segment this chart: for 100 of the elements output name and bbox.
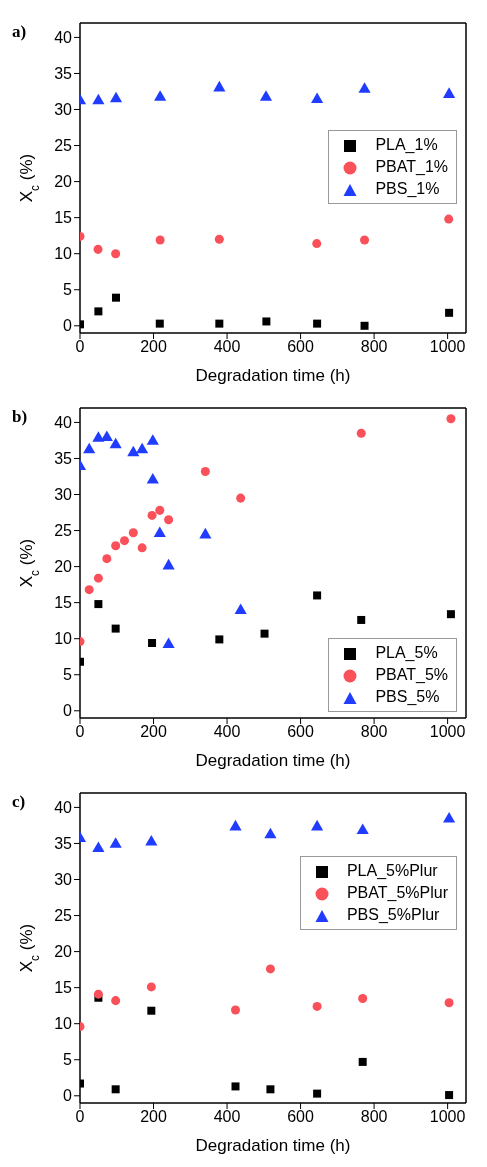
y-tick-label: 40 bbox=[54, 799, 73, 817]
point bbox=[262, 317, 271, 326]
legend-label: PLA_5% bbox=[375, 644, 438, 661]
point bbox=[109, 91, 123, 103]
y-tick-label: 5 bbox=[63, 666, 73, 684]
x-tick-label: 0 bbox=[75, 723, 85, 741]
x-tick-label: 600 bbox=[287, 1108, 315, 1126]
point bbox=[200, 466, 210, 476]
point bbox=[153, 526, 166, 537]
x-tick-label: 1000 bbox=[429, 338, 466, 356]
point bbox=[83, 442, 96, 454]
point bbox=[147, 1006, 156, 1015]
y-tick-label: 25 bbox=[54, 522, 73, 540]
y-tick-label: 5 bbox=[63, 281, 73, 299]
point bbox=[146, 434, 159, 445]
point bbox=[111, 1085, 120, 1094]
point bbox=[230, 1005, 241, 1015]
point bbox=[265, 964, 275, 974]
x-tick-label: 400 bbox=[213, 338, 241, 356]
legend-label: PLA_1% bbox=[375, 136, 438, 153]
y-tick-label: 30 bbox=[54, 101, 73, 119]
y-tick-label: 15 bbox=[54, 209, 73, 227]
x-tick-label: 1000 bbox=[429, 1108, 466, 1126]
y-tick-label: 10 bbox=[54, 1015, 73, 1033]
point bbox=[215, 319, 224, 328]
point bbox=[311, 819, 324, 831]
point bbox=[444, 214, 454, 224]
point bbox=[136, 442, 149, 454]
point bbox=[444, 998, 454, 1008]
point bbox=[358, 1057, 367, 1066]
point bbox=[356, 428, 366, 438]
point bbox=[112, 293, 121, 302]
point bbox=[154, 90, 167, 101]
x-tick-label: 400 bbox=[213, 1108, 241, 1126]
point bbox=[137, 543, 147, 553]
y-tick-label: 25 bbox=[54, 907, 73, 925]
y-tick-label: 25 bbox=[54, 137, 73, 155]
legend-label: PBAT_5% bbox=[375, 666, 448, 683]
point bbox=[358, 993, 368, 1003]
point bbox=[92, 93, 105, 105]
point bbox=[357, 615, 366, 624]
y-tick-label: 20 bbox=[54, 558, 73, 576]
point bbox=[266, 1085, 275, 1094]
y-tick-label: 20 bbox=[54, 943, 73, 961]
x-tick-label: 200 bbox=[140, 723, 167, 741]
point bbox=[443, 811, 456, 823]
legend-label: PBS_5% bbox=[375, 688, 440, 705]
point bbox=[92, 431, 105, 442]
point bbox=[111, 624, 120, 633]
point bbox=[259, 90, 273, 101]
point bbox=[102, 554, 112, 564]
x-axis-title: Degradation time (h) bbox=[195, 1136, 351, 1155]
point bbox=[311, 92, 324, 103]
point bbox=[199, 527, 212, 539]
point bbox=[445, 1091, 454, 1100]
point bbox=[148, 639, 157, 648]
y-tick-label: 0 bbox=[63, 702, 73, 720]
point bbox=[84, 585, 94, 595]
y-tick-label: 15 bbox=[54, 979, 73, 997]
x-tick-label: 0 bbox=[75, 1108, 85, 1126]
y-tick-label: 15 bbox=[54, 594, 73, 612]
x-tick-label: 1000 bbox=[429, 723, 466, 741]
point bbox=[93, 573, 103, 583]
x-tick-label: 200 bbox=[140, 338, 167, 356]
point bbox=[260, 629, 269, 638]
point bbox=[109, 437, 122, 449]
point bbox=[162, 558, 175, 570]
point bbox=[360, 235, 370, 245]
point bbox=[146, 473, 159, 484]
point bbox=[111, 541, 121, 551]
point bbox=[155, 505, 165, 515]
y-tick-label: 0 bbox=[63, 1087, 73, 1105]
y-tick-label: 35 bbox=[54, 450, 73, 468]
y-tick-label: 30 bbox=[54, 871, 73, 889]
point bbox=[213, 80, 226, 92]
y-tick-label: 40 bbox=[54, 29, 73, 47]
x-tick-label: 800 bbox=[360, 1108, 388, 1126]
point bbox=[443, 87, 456, 98]
point bbox=[313, 1089, 322, 1098]
point bbox=[313, 319, 322, 328]
point bbox=[128, 528, 138, 538]
point bbox=[231, 1082, 240, 1091]
point bbox=[358, 82, 371, 93]
y-tick-label: 40 bbox=[54, 414, 73, 432]
point bbox=[111, 996, 121, 1006]
y-tick-label: 10 bbox=[54, 245, 73, 263]
point bbox=[229, 819, 242, 831]
x-tick-label: 0 bbox=[75, 338, 85, 356]
point bbox=[92, 841, 105, 853]
x-tick-label: 400 bbox=[213, 723, 241, 741]
chart-title: a) bbox=[12, 22, 27, 42]
x-tick-label: 600 bbox=[287, 338, 315, 356]
point bbox=[119, 536, 129, 546]
point bbox=[111, 249, 121, 259]
y-tick-label: 30 bbox=[54, 486, 73, 504]
point bbox=[145, 835, 158, 846]
y-tick-label: 20 bbox=[54, 173, 73, 191]
x-axis-title: Degradation time (h) bbox=[195, 751, 351, 770]
x-tick-label: 800 bbox=[360, 723, 388, 741]
x-axis-title: Degradation time (h) bbox=[195, 366, 351, 385]
